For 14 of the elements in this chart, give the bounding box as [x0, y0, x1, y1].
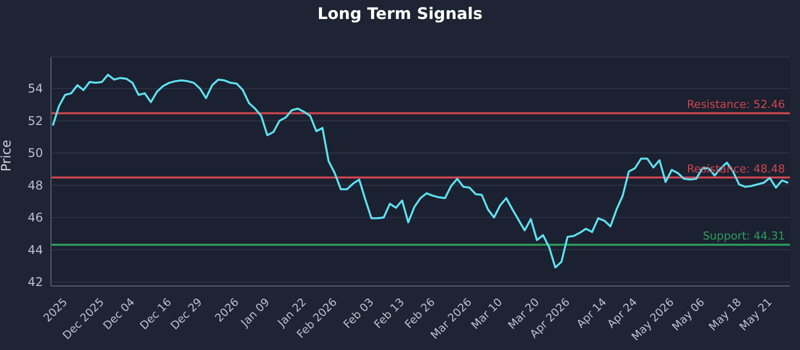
- y-tick-label: 42: [28, 275, 43, 290]
- ref-line-label: Resistance: 52.46: [687, 98, 785, 112]
- chart-title: Long Term Signals: [316, 4, 484, 23]
- y-tick-label: 54: [28, 82, 43, 96]
- ref-line-label: Support: 44.31: [702, 230, 785, 243]
- x-tick-label: Apr 14: [574, 296, 610, 331]
- y-tick-label: 44: [28, 242, 43, 257]
- x-tick-label: Jan 09: [238, 296, 272, 330]
- y-tick-label: 46: [28, 210, 43, 225]
- y-tick-label: 48: [28, 178, 43, 192]
- y-tick-label: 50: [28, 146, 43, 160]
- y-axis-title: Price: [0, 140, 15, 172]
- y-tick-label: 52: [28, 114, 43, 128]
- line-series: [52, 74, 790, 268]
